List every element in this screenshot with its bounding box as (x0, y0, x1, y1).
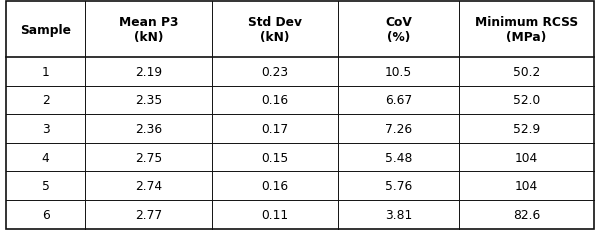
Text: 50.2: 50.2 (513, 66, 540, 79)
Text: 1: 1 (42, 66, 50, 79)
Text: 2.36: 2.36 (135, 122, 162, 135)
Text: 0.15: 0.15 (262, 151, 289, 164)
Text: 2.77: 2.77 (135, 208, 162, 221)
Text: Sample: Sample (20, 24, 71, 36)
Text: 52.9: 52.9 (513, 122, 540, 135)
Text: 3: 3 (42, 122, 50, 135)
Text: 3.81: 3.81 (385, 208, 412, 221)
Text: 82.6: 82.6 (513, 208, 540, 221)
Text: Std Dev
(kN): Std Dev (kN) (248, 16, 302, 44)
Text: 0.11: 0.11 (262, 208, 289, 221)
Text: 2.75: 2.75 (135, 151, 162, 164)
Text: 5: 5 (42, 179, 50, 192)
Text: 2.35: 2.35 (135, 94, 162, 107)
Text: 2.19: 2.19 (135, 66, 162, 79)
Text: 0.17: 0.17 (262, 122, 289, 135)
Text: 6.67: 6.67 (385, 94, 412, 107)
Text: 4: 4 (42, 151, 50, 164)
Text: 5.76: 5.76 (385, 179, 412, 192)
Text: CoV
(%): CoV (%) (385, 16, 412, 44)
Text: 6: 6 (42, 208, 50, 221)
Text: 0.23: 0.23 (262, 66, 289, 79)
Text: 5.48: 5.48 (385, 151, 412, 164)
Text: 0.16: 0.16 (262, 179, 289, 192)
Text: 104: 104 (515, 151, 538, 164)
Text: 104: 104 (515, 179, 538, 192)
Text: 7.26: 7.26 (385, 122, 412, 135)
Text: 2: 2 (42, 94, 50, 107)
Text: 0.16: 0.16 (262, 94, 289, 107)
Text: 10.5: 10.5 (385, 66, 412, 79)
Text: 52.0: 52.0 (513, 94, 540, 107)
Text: Minimum RCSS
(MPa): Minimum RCSS (MPa) (475, 16, 578, 44)
Text: 2.74: 2.74 (135, 179, 162, 192)
Text: Mean P3
(kN): Mean P3 (kN) (119, 16, 178, 44)
